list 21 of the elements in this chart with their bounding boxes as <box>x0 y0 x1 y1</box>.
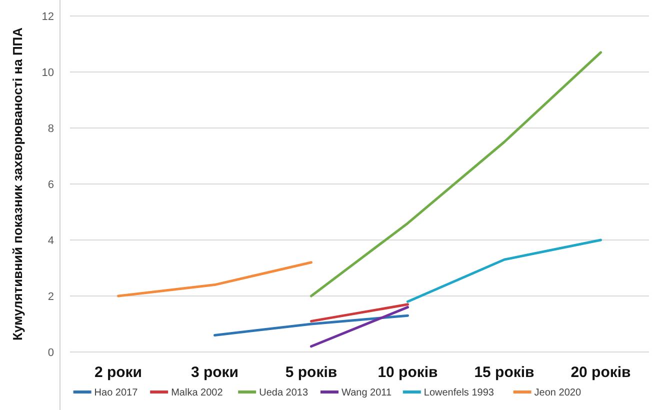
x-tick-label: 2 роки <box>94 364 142 381</box>
legend-label: Ueda 2013 <box>259 388 308 398</box>
y-tick-label: 2 <box>48 290 54 303</box>
legend-label: Malka 2002 <box>171 388 224 398</box>
y-tick-label: 0 <box>48 346 54 359</box>
x-tick-label: 15 років <box>474 364 534 381</box>
x-tick-label: 20 років <box>570 364 631 381</box>
y-tick-label: 10 <box>42 66 54 79</box>
legend-label: Wang 2011 <box>342 388 392 398</box>
x-tick-label: 3 роки <box>190 364 239 381</box>
y-tick-label: 8 <box>48 122 54 135</box>
legend-label: Jeon 2020 <box>534 388 582 398</box>
legend-label: Hao 2017 <box>94 388 138 398</box>
y-tick-label: 6 <box>48 178 54 191</box>
line-series <box>310 51 602 298</box>
legend-label: Lowenfels 1993 <box>424 388 494 398</box>
x-tick-label: 5 років <box>285 364 338 381</box>
y-tick-label: 12 <box>42 10 54 23</box>
x-tick-label: 10 років <box>378 364 438 381</box>
y-axis-title: Кумулятивний показник захворюваності на ППА <box>10 26 25 341</box>
y-tick-label: 4 <box>48 234 54 247</box>
